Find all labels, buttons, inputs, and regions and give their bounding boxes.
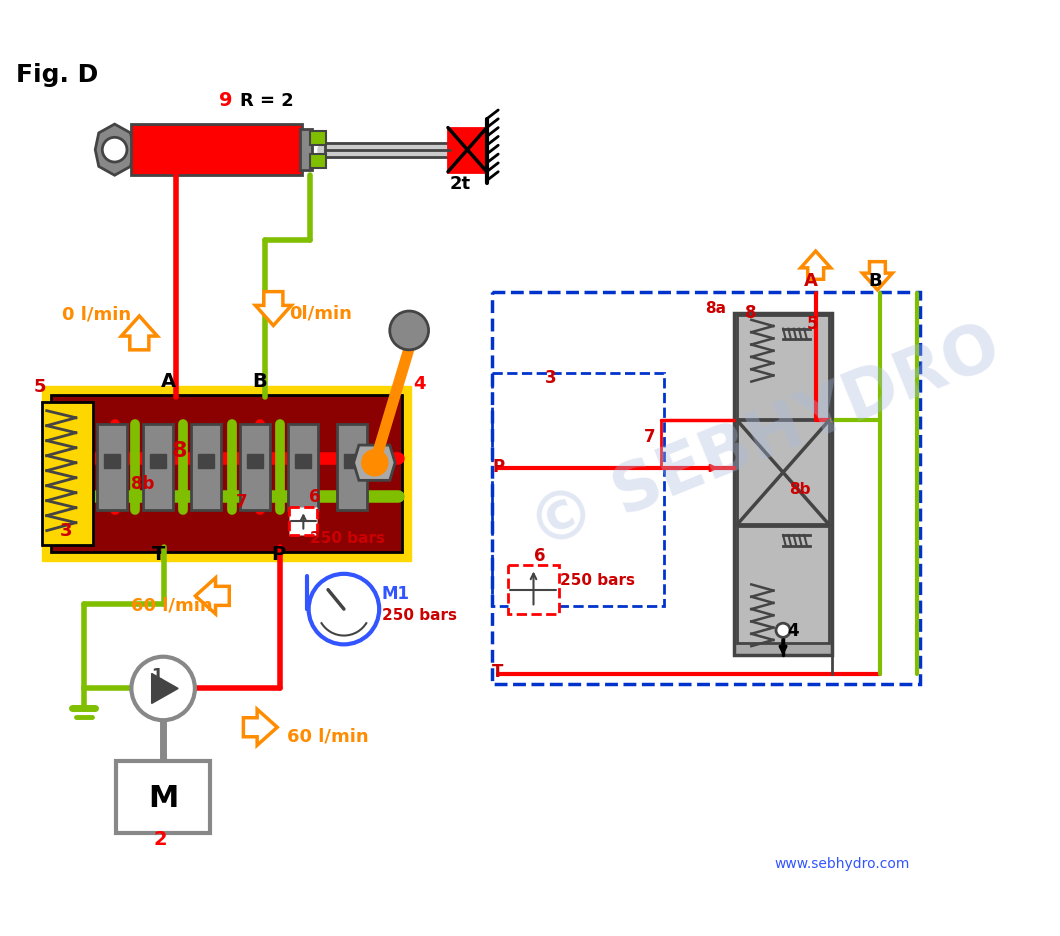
Text: 60 l/min: 60 l/min	[286, 727, 368, 745]
Circle shape	[776, 623, 790, 637]
Text: A: A	[161, 372, 177, 391]
Text: 8: 8	[172, 441, 188, 461]
Bar	[508, 565, 559, 614]
Polygon shape	[195, 578, 229, 614]
Text: 9: 9	[218, 92, 232, 110]
Bar	[311, 154, 326, 168]
Text: P: P	[271, 545, 286, 563]
Text: www.sebhydro.com: www.sebhydro.com	[774, 857, 909, 871]
Bar	[737, 420, 829, 524]
Text: B: B	[868, 272, 882, 290]
Text: M: M	[148, 784, 178, 813]
Text: B: B	[252, 372, 267, 391]
Text: 8b: 8b	[790, 482, 811, 497]
Text: M1: M1	[382, 584, 410, 603]
Polygon shape	[152, 674, 178, 704]
Text: P: P	[492, 458, 505, 475]
Bar	[98, 424, 127, 510]
Polygon shape	[95, 124, 134, 175]
Polygon shape	[863, 262, 893, 290]
Text: 4: 4	[412, 374, 425, 392]
Text: Fig. D: Fig. D	[16, 63, 99, 87]
Bar	[492, 373, 664, 607]
Text: 250 bars: 250 bars	[382, 607, 457, 622]
Text: 250 bars: 250 bars	[311, 531, 386, 546]
Bar	[737, 526, 829, 643]
Bar	[192, 424, 222, 510]
Text: T: T	[492, 663, 504, 681]
Polygon shape	[121, 316, 157, 350]
Circle shape	[363, 450, 387, 475]
Text: 8b: 8b	[130, 475, 154, 493]
Text: 250 bars: 250 bars	[560, 573, 635, 589]
Polygon shape	[354, 446, 395, 480]
Bar	[734, 313, 832, 655]
Bar	[337, 424, 367, 510]
Text: 0 l/min: 0 l/min	[61, 306, 130, 324]
Bar	[324, 142, 465, 156]
Bar	[311, 131, 326, 145]
Bar	[343, 454, 359, 468]
Text: 7: 7	[643, 428, 655, 446]
Polygon shape	[255, 292, 292, 326]
Text: 8a: 8a	[706, 300, 726, 315]
Text: 2: 2	[154, 830, 167, 849]
Text: 6: 6	[308, 488, 320, 505]
Bar	[492, 292, 920, 684]
Circle shape	[308, 574, 379, 644]
Bar	[149, 454, 165, 468]
Bar	[240, 424, 270, 510]
Bar	[42, 402, 93, 545]
Bar	[247, 454, 263, 468]
Bar	[130, 124, 302, 175]
Text: T: T	[152, 545, 165, 563]
Text: 8: 8	[745, 304, 757, 322]
Text: 1: 1	[152, 667, 163, 685]
Text: 60 l/min: 60 l/min	[130, 597, 212, 615]
Circle shape	[131, 657, 195, 720]
Bar	[104, 454, 120, 468]
Text: 5: 5	[34, 378, 46, 396]
Bar	[117, 761, 210, 833]
Bar	[296, 454, 312, 468]
Text: R = 2: R = 2	[240, 93, 294, 110]
Bar	[51, 395, 402, 552]
Text: 0l/min: 0l/min	[289, 304, 352, 322]
Text: 3: 3	[545, 370, 556, 388]
Circle shape	[390, 311, 428, 350]
Text: 2t: 2t	[449, 175, 471, 194]
Bar	[143, 424, 173, 510]
Bar	[448, 127, 487, 171]
Bar	[289, 506, 317, 535]
Bar	[737, 314, 829, 418]
Bar	[198, 454, 214, 468]
Bar	[288, 424, 318, 510]
Text: 4: 4	[788, 622, 799, 639]
Text: 7: 7	[235, 492, 247, 511]
Text: 5: 5	[807, 314, 818, 332]
Bar	[300, 129, 312, 170]
Text: A: A	[805, 272, 818, 290]
Polygon shape	[244, 709, 278, 745]
Text: © SEBHYDRO: © SEBHYDRO	[520, 314, 1010, 563]
Bar	[42, 386, 411, 561]
Text: 3: 3	[60, 522, 72, 540]
Circle shape	[103, 138, 127, 162]
Polygon shape	[800, 251, 831, 279]
Text: 6: 6	[534, 547, 546, 564]
